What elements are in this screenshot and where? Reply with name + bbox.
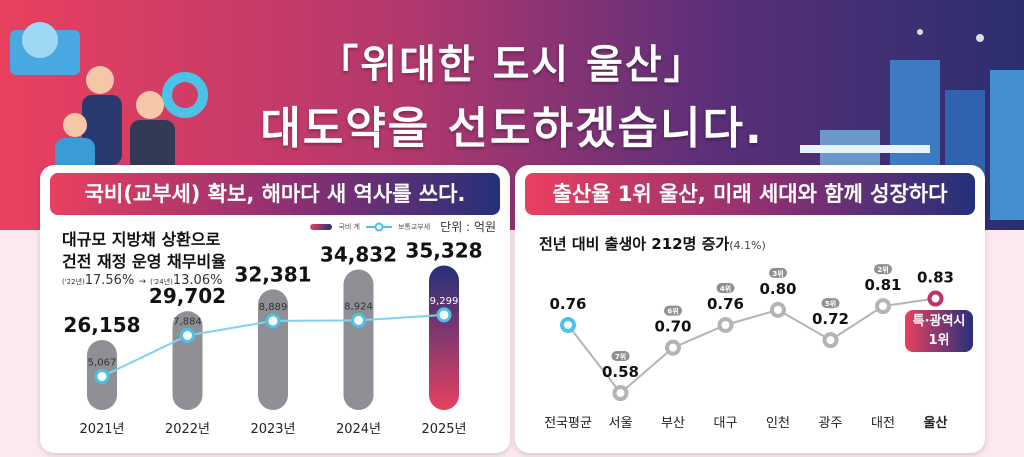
left-card: 국비(교부세) 확보, 해마다 새 역사를 쓰다. 대규모 지방채 상환으로 건… [40,165,510,453]
legend-bar-swatch [310,223,333,230]
right-banner: 출산율 1위 울산, 미래 세대와 함께 성장하다 [525,173,975,215]
line-value-label: 7,884 [173,317,202,328]
x-tick-label: 인천 [766,416,790,431]
data-point-서울 [612,385,629,402]
data-point-대전 [875,298,891,315]
x-tick-label: 2024년 [336,422,381,437]
value-label: 0.80 [759,280,796,298]
legend-line-label: 보통교부세 [397,222,431,231]
value-label: 0.76 [549,295,586,313]
headline-line-1: 「위대한 도시 울산」 [318,42,706,88]
rank-label: 5위 [825,299,836,308]
rank-label: 3위 [772,269,783,278]
data-point-인천 [770,301,786,318]
x-tick-label: 광주 [819,416,843,431]
x-tick-label: 전국평균 [544,416,592,431]
value-label: 0.58 [602,363,639,381]
x-tick-label: 2023년 [250,422,295,437]
rank-badge [874,264,892,275]
x-tick-label: 2025년 [421,422,466,437]
bar-value-label: 29,702 [149,284,226,308]
left-banner: 국비(교부세) 확보, 해마다 새 역사를 쓰다. [50,173,500,215]
value-label: 0.83 [917,269,954,287]
line-value-label: 9,299 [430,296,459,307]
x-tick-label: 서울 [609,416,633,431]
rank-badge [769,267,787,278]
top-rank-badge: 특·광역시 1위 [905,310,973,352]
data-point-부산 [665,339,681,356]
x-tick-label: 대전 [871,416,895,431]
budget-chart: 26,158 2021년 29,702 2022년 32,381 2023년 34,832 2… [63,238,482,437]
bar-value-label: 32,381 [234,262,311,286]
ratio-to: 13.06% [172,273,223,288]
rank-badge [716,283,735,293]
line-value-label: 8,924 [344,301,373,312]
value-label: 0.70 [654,318,691,336]
bar-2025년 [429,265,459,410]
x-tick-label: 2022년 [165,422,210,437]
bar-2024년 [343,269,374,410]
rank-badge [611,351,630,362]
line-point [351,312,366,328]
left-subtitle-1: 대규모 지방채 상환으로 [62,230,221,249]
data-point-광주 [822,332,839,349]
left-subtitle-2: 건전 재정 운영 채무비율 [62,252,226,271]
right-subtitle: 전년 대비 출생아 212명 증가 [539,235,730,253]
bar-value-label: 26,158 [63,313,140,337]
rank-label: 6위 [667,307,678,316]
line-point [180,328,195,344]
data-point-전국평균 [560,317,576,333]
ratio-to-label: ('24년) [150,278,173,286]
value-label: 0.72 [812,310,849,328]
rank-label: 7위 [615,352,626,361]
x-tick-label: 2021년 [79,422,124,437]
data-point-울산 [927,290,944,307]
rank-label: 2위 [877,265,888,274]
line-series [567,297,936,395]
legend: 국비 계 보통교부세 단위 : 억원 [310,218,496,235]
line-value-label: 8,889 [259,302,288,313]
legend-line-swatch [365,222,392,231]
line-point [436,307,452,323]
badge-line-2: 1위 [928,333,950,348]
bar-value-label: 35,328 [405,238,482,262]
x-tick-label: 울산 [924,415,948,431]
data-point-대구 [717,317,734,333]
bar-2023년 [258,289,288,410]
headline-line-2: 대도약을 선도하겠습니다. [260,103,764,154]
rank-label: 4위 [720,284,731,293]
line-point [265,313,281,329]
unit-label: 단위 : 억원 [440,220,496,234]
right-subtitle-pct: (4.1%) [729,239,766,252]
line-value-label: 5,067 [88,357,117,368]
ratio-arrow: → [138,277,146,287]
rank-badge [821,298,840,309]
value-label: 0.81 [864,276,901,294]
ratio-from-label: ('22년) [62,278,85,286]
line-point [94,368,110,384]
x-tick-label: 대구 [714,416,738,431]
x-tick-label: 부산 [661,416,685,431]
legend-total-label: 국비 계 [338,222,360,231]
badge-line-1: 특·광역시 [912,314,966,329]
right-card: 출산율 1위 울산, 미래 세대와 함께 성장하다 전년 대비 출생아 212명… [515,165,985,453]
bar-value-label: 34,832 [320,242,397,266]
ratio-from: 17.56% [84,273,135,288]
bar-2022년 [172,311,203,410]
rank-badge [664,305,682,316]
value-label: 0.76 [707,295,744,313]
